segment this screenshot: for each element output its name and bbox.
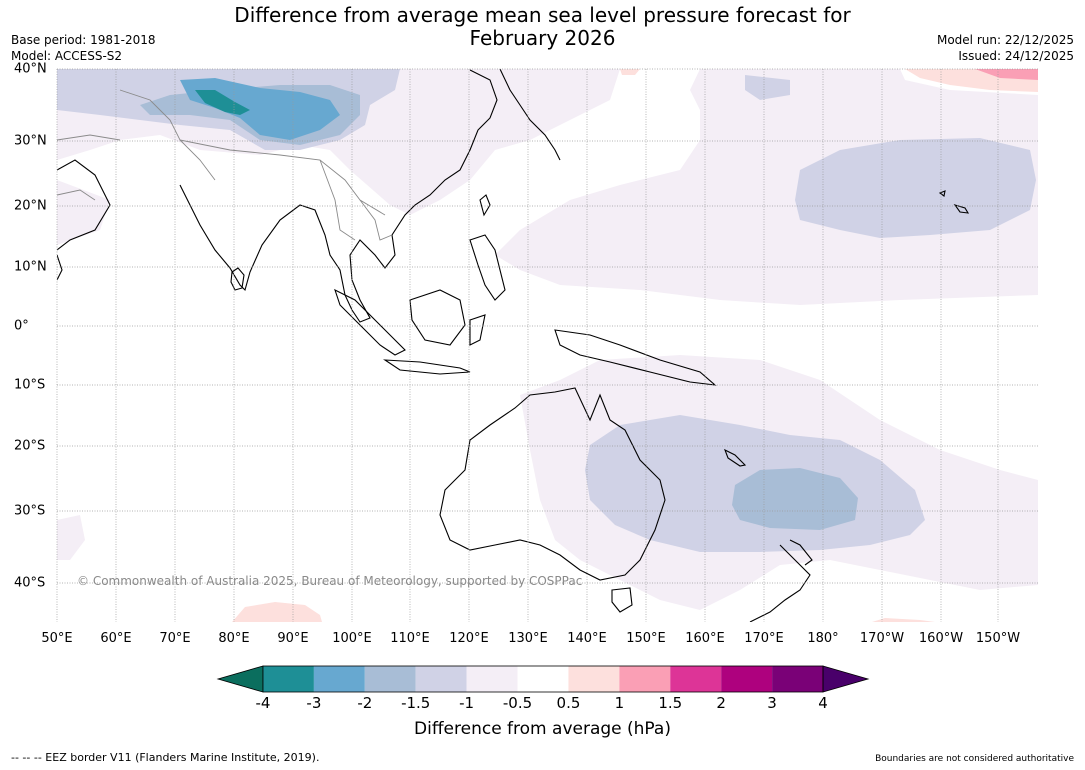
colorbar-tick-label: -4 [255,694,271,712]
longitude-label: 160°E [685,631,725,646]
colorbar-segment [415,666,467,692]
base-period: Base period: 1981-2018 [11,33,156,47]
latitude-label: 20°S [14,438,46,454]
longitude-label: 100°E [332,631,372,646]
issued-date: Issued: 24/12/2025 [958,49,1074,63]
longitude-label: 140°E [567,631,607,646]
colorbar-segment [568,666,620,692]
longitude-label: 70°E [159,631,191,646]
map-panel [56,68,1038,622]
graticule [56,68,1038,622]
colorbar-tick-label: -2 [357,694,373,712]
latitude-label: 20°N [14,198,47,214]
colorbar-max-arrow [822,665,870,693]
colorbar-tick-label: -0.5 [502,694,533,712]
colorbar-segment [670,666,722,692]
colorbar-tick-label: 0.5 [556,694,581,712]
colorbar-segment [313,666,365,692]
latitude-label: 0° [14,318,29,334]
colorbar-label: Difference from average (hPa) [414,719,671,739]
longitude-label: 150°W [975,631,1021,646]
colorbar-segment [466,666,518,692]
colorbar-outline [262,665,824,693]
colorbar-tick-label: 1.5 [658,694,683,712]
title-line-1: Difference from average mean sea level p… [234,3,851,27]
colorbar-tick-label: 4 [818,694,828,712]
copyright-notice: © Commonwealth of Australia 2025, Bureau… [77,574,583,588]
latitude-label: 30°N [14,133,47,149]
title-line-2: February 2026 [469,26,616,50]
meta-right: Model run: 22/12/2025 Issued: 24/12/2025 [937,32,1074,64]
colorbar-tick-label: -1.5 [401,694,431,712]
meta-left: Base period: 1981-2018 Model: ACCESS-S2 [11,32,156,64]
boundaries-disclaimer: Boundaries are not considered authoritat… [875,754,1074,764]
colorbar-segment [517,666,569,692]
longitude-label: 160°W [918,631,964,646]
chart-title: Difference from average mean sea level p… [0,4,1085,50]
latitude-label: 40°S [14,575,46,591]
colorbar-segment [619,666,671,692]
colorbar-segment [772,666,823,692]
model-name: Model: ACCESS-S2 [11,49,123,63]
longitude-label: 90°E [277,631,309,646]
colorbar-segment [263,666,314,692]
latitude-label: 40°N [14,61,47,77]
colorbar [216,665,870,693]
longitude-label: 80°E [218,631,250,646]
longitude-label: 60°E [100,631,132,646]
anomaly-field [57,69,1038,622]
longitude-label: 180° [807,631,839,646]
colorbar-min-arrow [216,665,264,693]
longitude-label: 120°E [449,631,489,646]
model-run: Model run: 22/12/2025 [936,33,1074,47]
coastlines [57,69,970,622]
longitude-label: 110°E [390,631,430,646]
colorbar-tick-label: 2 [716,694,726,712]
latitude-label: 10°N [14,259,47,275]
colorbar-tick-label: 1 [614,694,625,712]
longitude-label: 150°E [626,631,666,646]
longitude-label: 50°E [41,631,73,646]
colorbar-tick-label: -3 [306,694,322,712]
longitude-label: 130°E [508,631,548,646]
latitude-label: 10°S [14,377,46,393]
longitude-label: 170°E [744,631,784,646]
eez-note: -- -- -- EEZ border V11 (Flanders Marine… [11,751,320,764]
latitude-label: 30°S [14,503,46,519]
colorbar-segment [364,666,416,692]
colorbar-tick-label: -1 [459,694,475,712]
longitude-label: 170°W [859,631,905,646]
colorbar-tick-label: 3 [767,694,777,712]
colorbar-segment [721,666,773,692]
